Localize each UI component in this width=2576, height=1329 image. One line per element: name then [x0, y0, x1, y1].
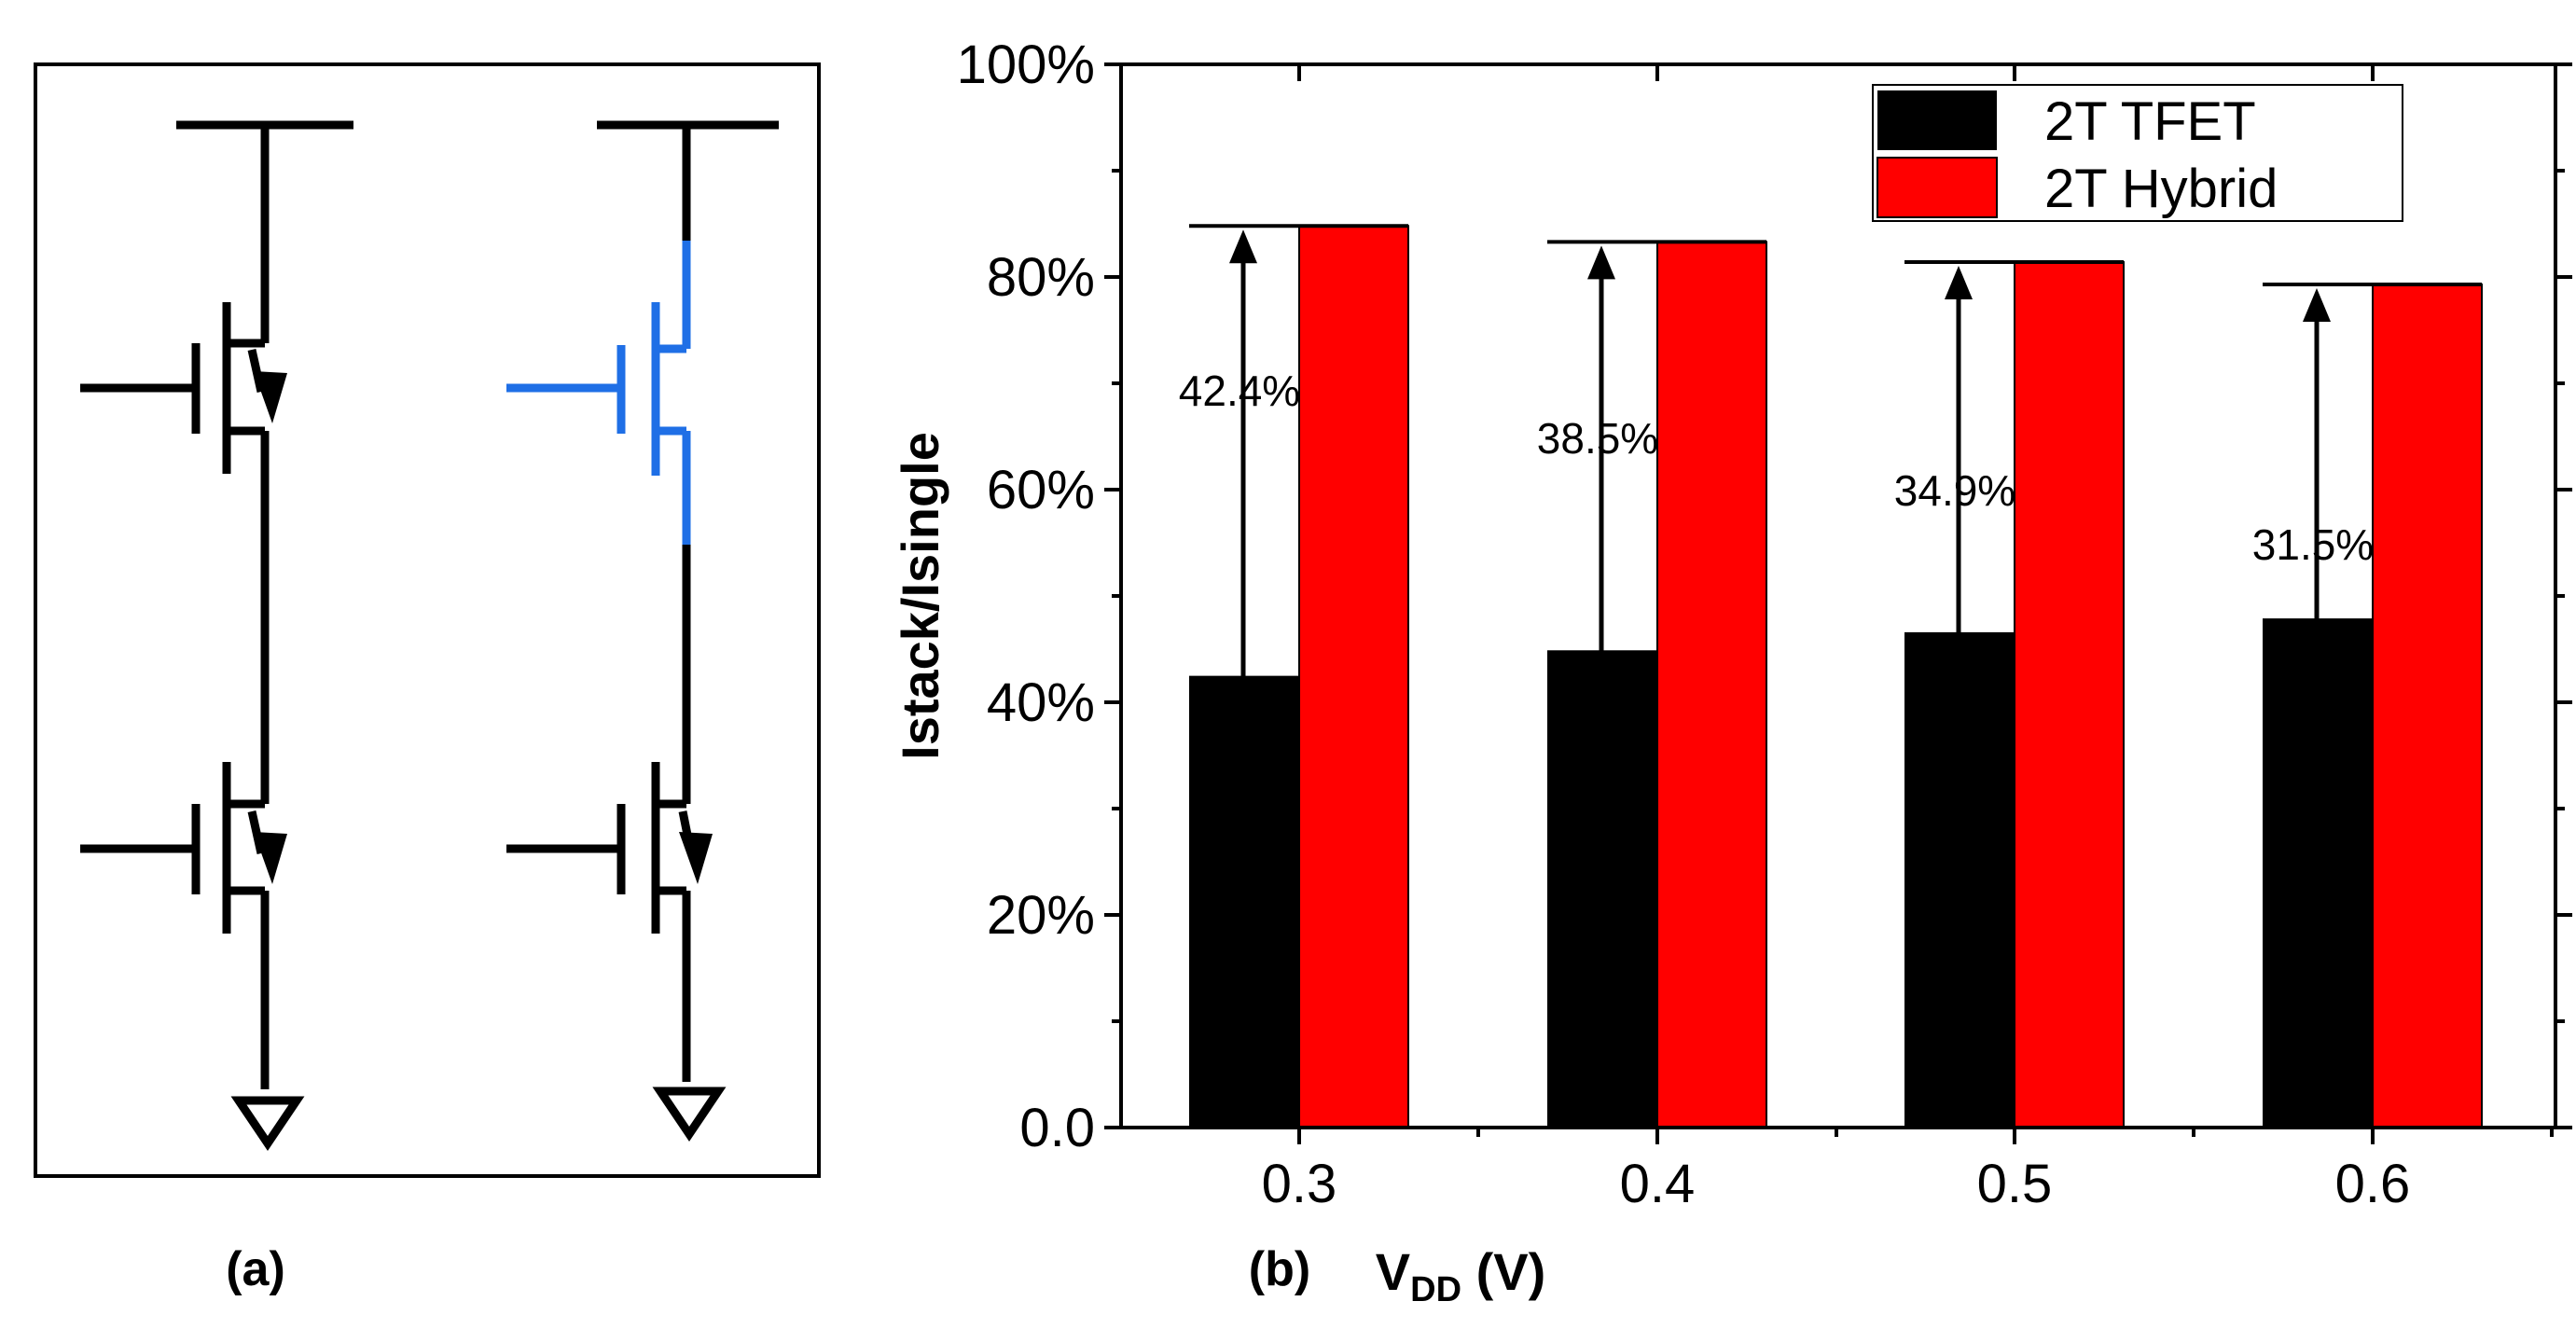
panel-a-frame [34, 62, 821, 1178]
annotation-label-0.4: 38.5% [1537, 414, 1658, 463]
arrow-head-icon-0.4 [1587, 245, 1615, 280]
arrow-head-icon-0.5 [1945, 266, 1973, 300]
panel-a-label: (a) [226, 1242, 285, 1296]
bar-2t-tfet-0.5 [1904, 631, 2015, 1128]
bar-2t-tfet-0.6 [2263, 618, 2374, 1128]
bar-2t-hybrid-0.4 [1656, 241, 1767, 1128]
y-tick-label-0: 0.0 [1019, 1098, 1095, 1158]
ground-icon [230, 1096, 305, 1152]
x-axis-label-subscript: DD [1410, 1270, 1461, 1309]
arrow-head-icon-0.3 [1229, 229, 1257, 264]
y-tick-label-80: 80% [987, 247, 1095, 308]
annotation-label-0.3: 42.4% [1179, 367, 1300, 415]
legend-swatch-tfet [1877, 90, 1997, 150]
annotations-layer: 42.4% 38.5% 34.9% 31.5% [1179, 224, 2482, 677]
legend-label-hybrid: 2T Hybrid [2044, 159, 2278, 219]
current-arrow-icon [254, 832, 287, 884]
ground-icon [652, 1087, 727, 1142]
x-tick-label-0.4: 0.4 [1620, 1154, 1696, 1214]
panel-a: (a) [34, 62, 821, 1296]
annotation-label-0.5: 34.9% [1894, 466, 2015, 515]
bar-2t-hybrid-0.5 [2014, 261, 2125, 1129]
annotation-label-0.6: 31.5% [2252, 520, 2374, 569]
x-tick-label-0.6: 0.6 [2335, 1154, 2411, 1214]
x-tick-label-0.5: 0.5 [1977, 1154, 2053, 1214]
panel-b-chart: 42.4% 38.5% 34.9% 31.5% 0.0 20% 40% 60% 80% 100%… [891, 35, 2572, 1309]
bars-layer [1189, 225, 2483, 1129]
x-axis-label-main: V [1376, 1242, 1410, 1301]
x-axis-label-unit: (V) [1461, 1242, 1545, 1301]
legend-swatch-hybrid [1877, 157, 1998, 218]
x-tick-labels: 0.3 0.4 0.5 0.6 [1262, 1154, 2411, 1214]
bar-2t-hybrid-0.6 [2372, 283, 2483, 1129]
bar-2t-tfet-0.4 [1547, 650, 1658, 1129]
arrow-head-icon-0.6 [2303, 287, 2331, 322]
y-tick-label-60: 60% [987, 460, 1095, 520]
ticks-layer [1104, 62, 2572, 1144]
legend-label-tfet: 2T TFET [2044, 91, 2256, 152]
current-arrow-icon [254, 371, 287, 423]
x-tick-label-0.3: 0.3 [1262, 1154, 1337, 1214]
y-tick-label-100: 100% [957, 35, 1095, 95]
bar-2t-tfet-0.3 [1189, 675, 1300, 1128]
x-axis-label: VDD (V) [1376, 1242, 1545, 1309]
bar-2t-hybrid-0.3 [1298, 225, 1409, 1128]
circuit-hybrid-stack [506, 120, 779, 1142]
circuit-tfet-stack [80, 120, 353, 1152]
y-tick-labels: 0.0 20% 40% 60% 80% 100% [957, 35, 1095, 1158]
current-arrow-icon [679, 832, 713, 884]
y-tick-label-20: 20% [987, 885, 1095, 946]
y-tick-label-40: 40% [987, 672, 1095, 733]
panel-b-label: (b) [1249, 1242, 1310, 1296]
legend: 2T TFET 2T Hybrid [1872, 84, 2403, 222]
y-axis-label: Istack/Isingle [891, 432, 949, 760]
